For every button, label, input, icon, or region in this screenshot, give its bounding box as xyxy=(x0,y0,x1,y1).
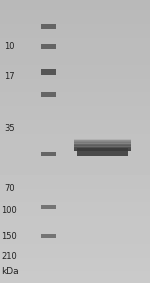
FancyBboxPatch shape xyxy=(74,149,130,150)
Text: 70: 70 xyxy=(4,184,15,193)
FancyBboxPatch shape xyxy=(40,152,56,156)
FancyBboxPatch shape xyxy=(74,143,130,145)
FancyBboxPatch shape xyxy=(74,147,130,148)
FancyBboxPatch shape xyxy=(40,92,56,97)
FancyBboxPatch shape xyxy=(74,143,130,144)
FancyBboxPatch shape xyxy=(74,144,130,145)
Text: 17: 17 xyxy=(4,72,15,81)
FancyBboxPatch shape xyxy=(74,145,130,146)
FancyBboxPatch shape xyxy=(74,140,130,142)
FancyBboxPatch shape xyxy=(74,148,130,149)
FancyBboxPatch shape xyxy=(74,145,130,146)
FancyBboxPatch shape xyxy=(74,139,130,140)
FancyBboxPatch shape xyxy=(74,150,130,151)
FancyBboxPatch shape xyxy=(74,140,130,141)
FancyBboxPatch shape xyxy=(74,141,130,142)
Text: kDa: kDa xyxy=(2,267,19,276)
FancyBboxPatch shape xyxy=(74,142,130,143)
FancyBboxPatch shape xyxy=(74,143,130,144)
FancyBboxPatch shape xyxy=(40,24,56,29)
FancyBboxPatch shape xyxy=(74,150,130,151)
FancyBboxPatch shape xyxy=(40,44,56,49)
FancyBboxPatch shape xyxy=(40,234,56,238)
FancyBboxPatch shape xyxy=(74,146,130,147)
FancyBboxPatch shape xyxy=(74,146,130,147)
FancyBboxPatch shape xyxy=(74,147,130,148)
FancyBboxPatch shape xyxy=(74,142,130,143)
Text: 10: 10 xyxy=(4,42,15,51)
Text: 35: 35 xyxy=(4,124,15,133)
FancyBboxPatch shape xyxy=(74,140,130,141)
FancyBboxPatch shape xyxy=(40,69,56,75)
Text: 150: 150 xyxy=(2,232,17,241)
FancyBboxPatch shape xyxy=(74,142,130,143)
FancyBboxPatch shape xyxy=(74,149,130,150)
Text: 210: 210 xyxy=(2,252,17,261)
FancyBboxPatch shape xyxy=(74,148,130,149)
Text: 100: 100 xyxy=(2,206,17,215)
FancyBboxPatch shape xyxy=(74,144,130,145)
FancyBboxPatch shape xyxy=(74,141,130,142)
FancyBboxPatch shape xyxy=(76,148,128,156)
FancyBboxPatch shape xyxy=(74,147,130,148)
FancyBboxPatch shape xyxy=(40,205,56,209)
FancyBboxPatch shape xyxy=(74,145,130,147)
FancyBboxPatch shape xyxy=(74,150,130,151)
